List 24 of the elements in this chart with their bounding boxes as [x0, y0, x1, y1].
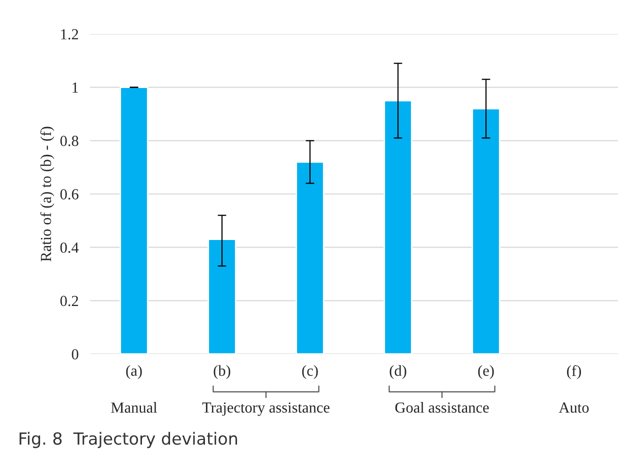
bar [472, 108, 500, 354]
y-tick-label: 0.4 [60, 242, 79, 253]
text: Manual [111, 402, 158, 413]
y-tick-label: 0.8 [60, 136, 78, 146]
bar [384, 100, 412, 354]
x-tick-label: (e) [478, 365, 494, 379]
bar [120, 86, 148, 354]
x-tick-label: (c) [302, 365, 318, 379]
text: Trajectory assistance [202, 402, 330, 416]
bar [208, 238, 236, 354]
caption: Fig. 8 Trajectory deviation [20, 432, 238, 448]
x-tick-label: (a) [126, 365, 142, 379]
text: Goal assistance [395, 402, 489, 413]
bar [296, 161, 324, 354]
x-tick-label: (b) [214, 365, 230, 379]
y-tick-label: 0.6 [60, 189, 78, 200]
x-tick-label: (f) [567, 365, 581, 380]
y-tick-label: 0 [72, 349, 78, 360]
y-tick-label: 1 [72, 82, 78, 93]
y-tick-label: 1.2 [61, 29, 78, 40]
x-tick-label: (d) [390, 365, 406, 379]
text: Auto [558, 402, 589, 413]
y-axis-title: Ratio of (a) to (b) - (f) [40, 126, 54, 262]
y-tick-label: 0.2 [60, 296, 78, 306]
